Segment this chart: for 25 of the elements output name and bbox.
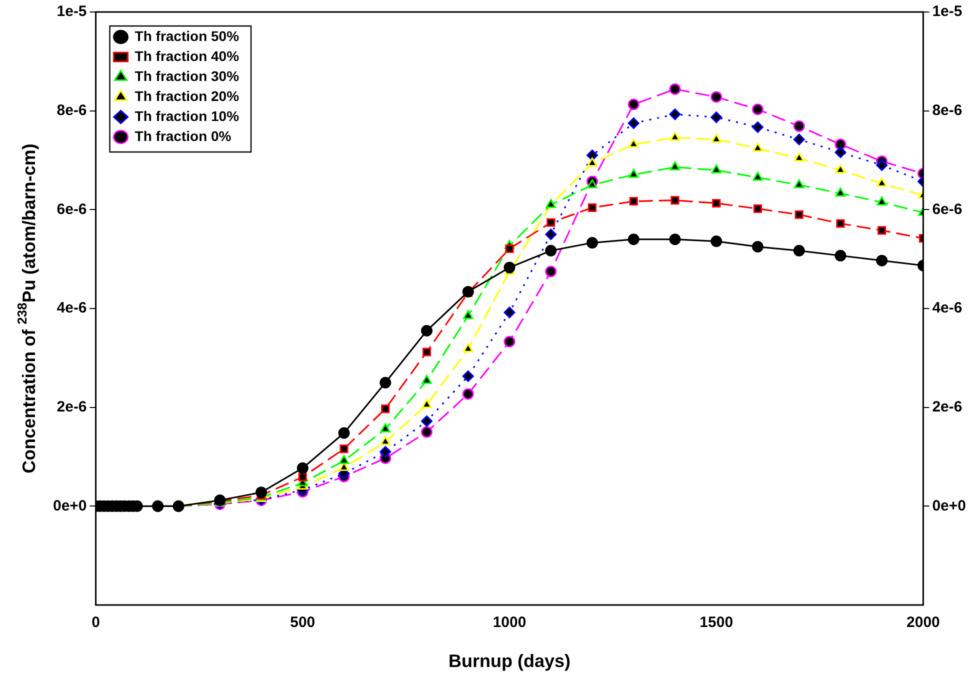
legend-label: Th fraction 10% [134, 108, 240, 124]
legend-label: Th fraction 40% [134, 48, 240, 64]
y-tick-label: 0e+0 [52, 497, 87, 514]
x-tick-label: 500 [290, 614, 316, 632]
legend-label: Th fraction 0% [134, 128, 232, 144]
y-tick-label: 2e-6 [56, 398, 87, 416]
x-axis-title: Burnup (days) [448, 650, 571, 671]
x-tick-label: 0 [92, 614, 100, 632]
y-tick-label: 8e-6 [56, 102, 87, 119]
legend-label: Th fraction 30% [134, 68, 240, 84]
x-tick-label: 2000 [906, 614, 940, 632]
y2-tick-label: 8e-6 [932, 102, 962, 119]
x-tick-label: 1000 [492, 614, 526, 632]
y2-tick-label: 1e-5 [932, 3, 962, 20]
y-tick-label: 4e-6 [56, 300, 87, 317]
y2-tick-label: 0e+0 [932, 497, 966, 514]
y2-tick-label: 6e-6 [932, 200, 962, 218]
y-tick-label: 1e-5 [56, 3, 87, 20]
x-tick-label: 1500 [700, 614, 734, 632]
y2-tick-label: 4e-6 [932, 300, 962, 317]
y2-tick-label: 2e-6 [932, 398, 962, 416]
y-tick-label: 6e-6 [56, 200, 87, 218]
legend-label: Th fraction 20% [134, 88, 240, 104]
legend-label: Th fraction 50% [134, 28, 240, 44]
y-axis-title: Concentration of 238Pu (atom/barn-cm) [14, 144, 39, 474]
